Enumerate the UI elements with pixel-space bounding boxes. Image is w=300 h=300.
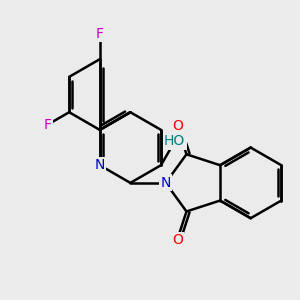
Text: O: O — [172, 119, 183, 133]
Text: O: O — [172, 233, 183, 247]
Text: F: F — [43, 118, 51, 132]
Text: F: F — [96, 27, 104, 41]
Text: HO: HO — [164, 134, 185, 148]
Text: N: N — [94, 158, 105, 172]
Text: N: N — [160, 176, 171, 190]
